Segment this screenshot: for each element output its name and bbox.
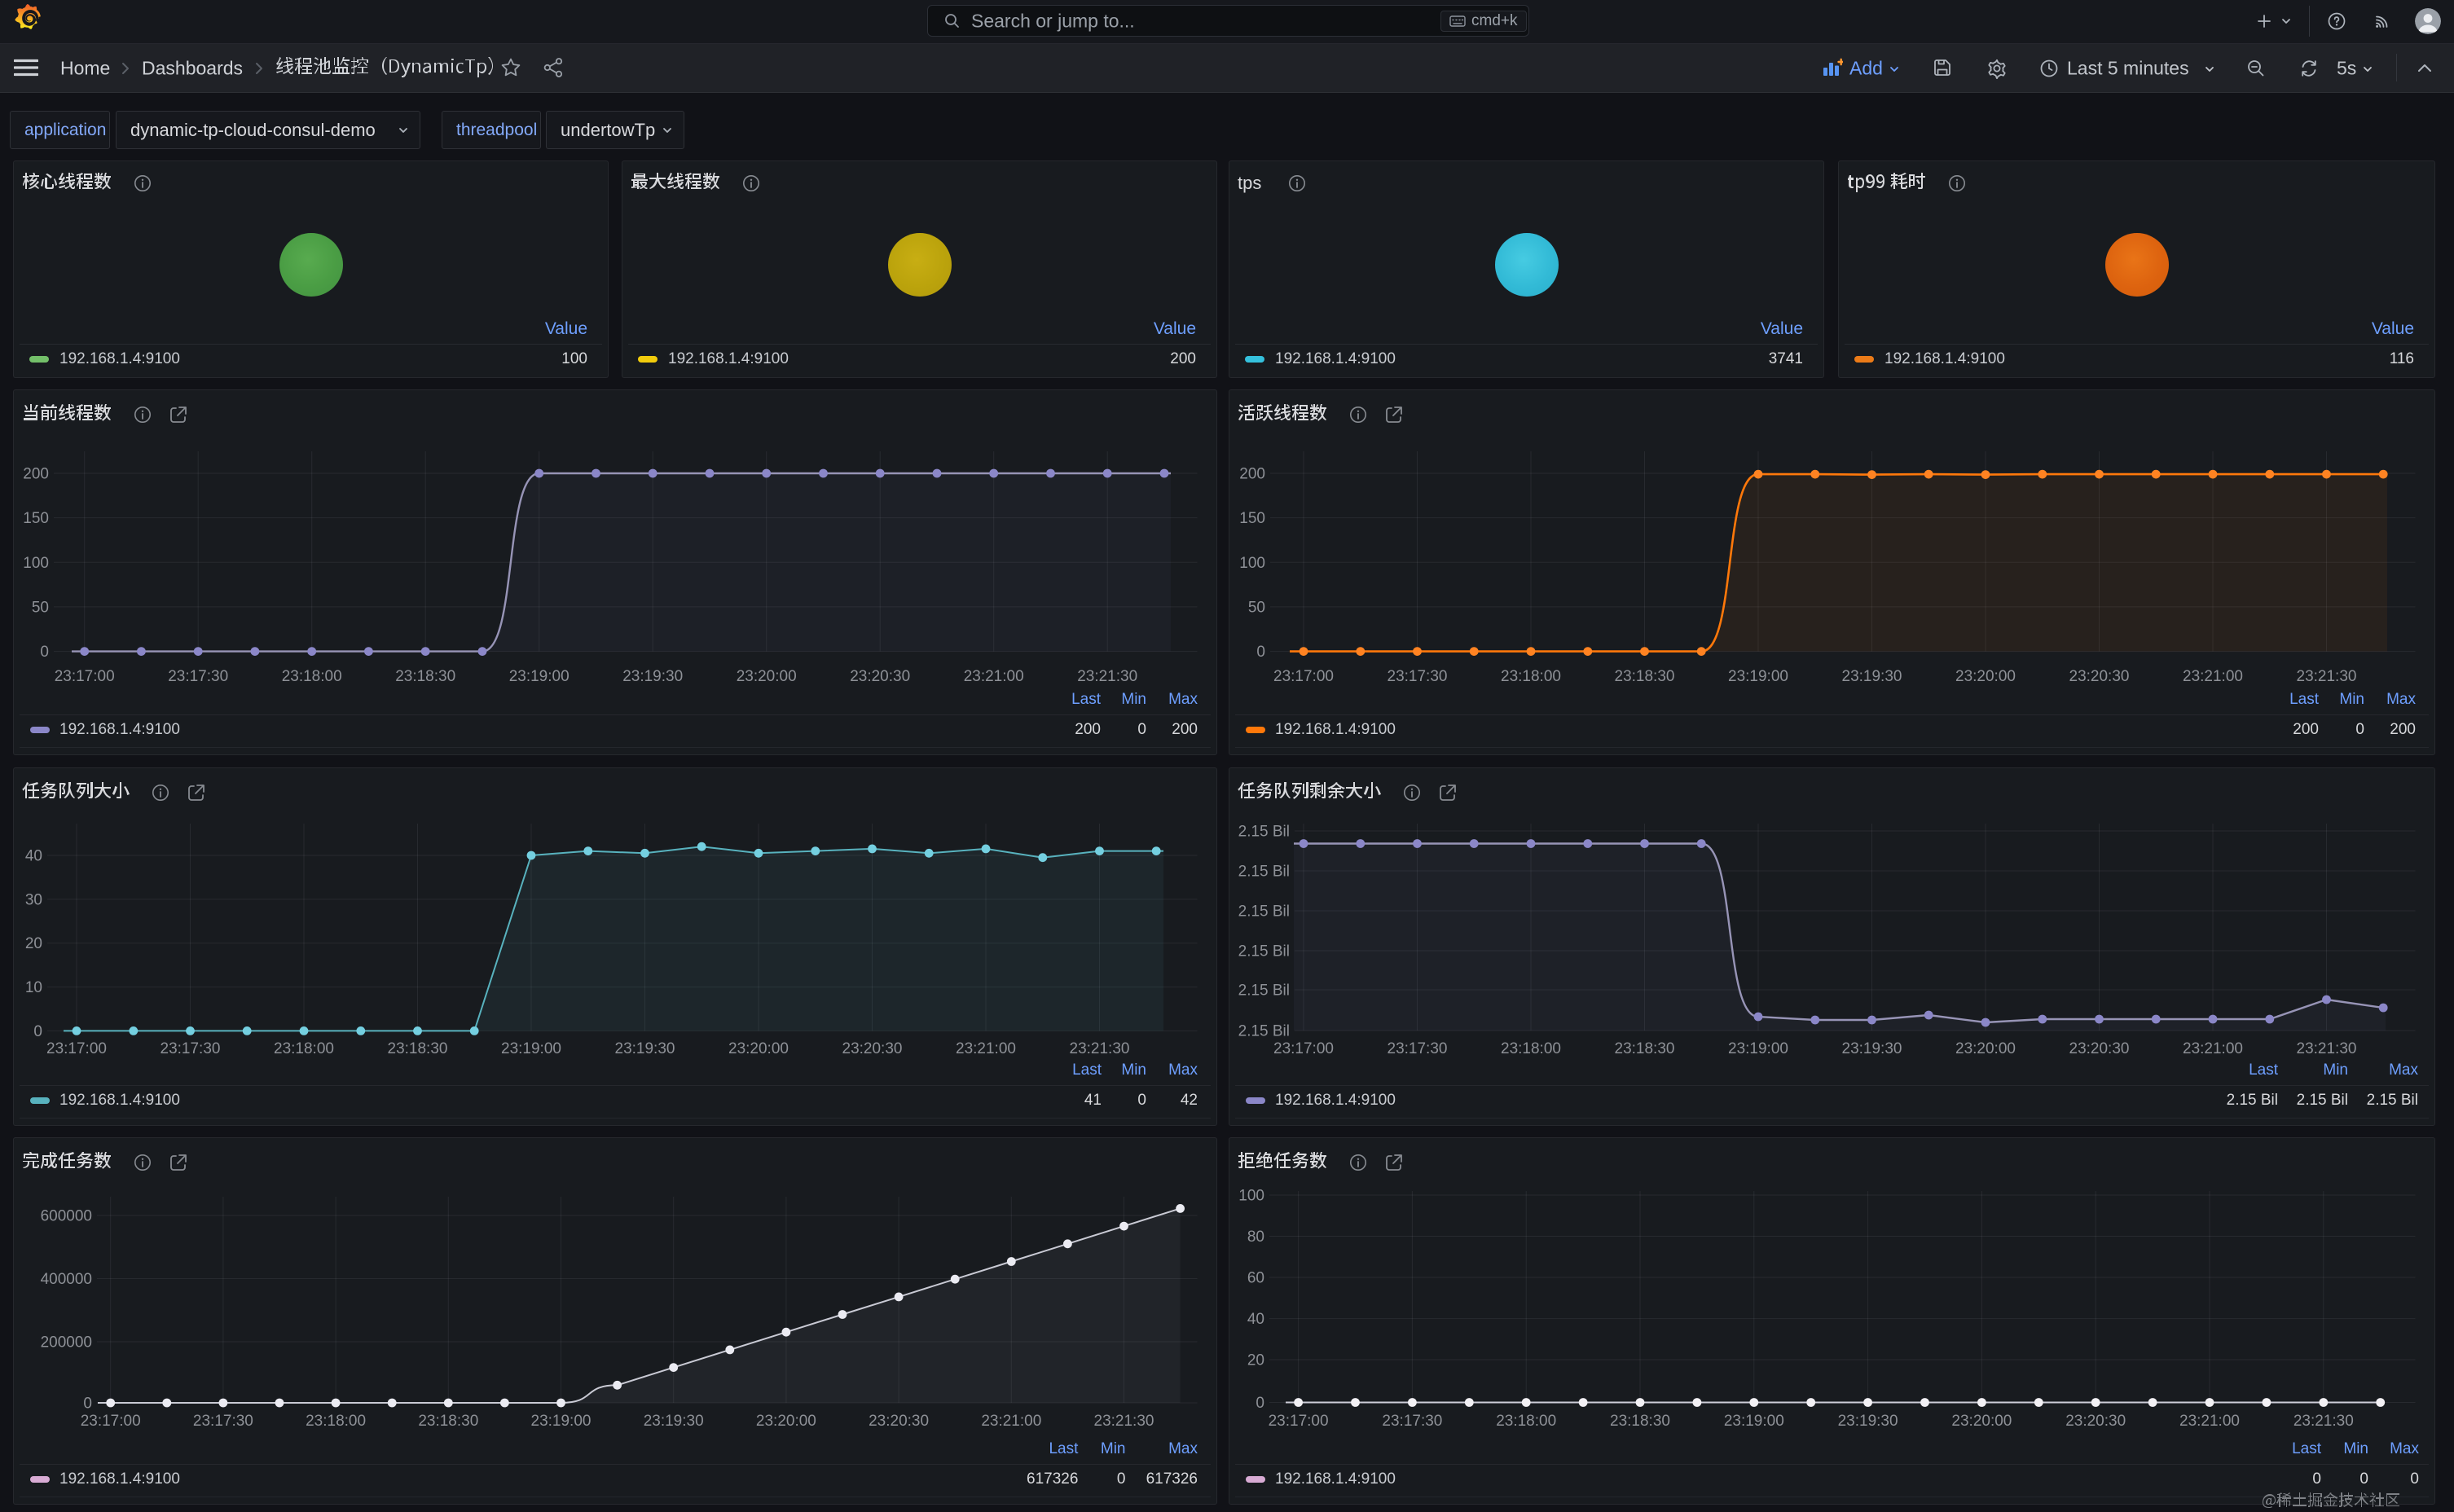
svg-text:60: 60 [1247, 1270, 1264, 1287]
svg-text:23:17:30: 23:17:30 [193, 1413, 253, 1430]
svg-text:23:20:30: 23:20:30 [2069, 1040, 2130, 1057]
svg-text:23:18:00: 23:18:00 [1496, 1413, 1556, 1430]
svg-text:23:18:00: 23:18:00 [306, 1413, 366, 1430]
svg-text:0: 0 [1256, 644, 1265, 661]
svg-text:23:19:00: 23:19:00 [1724, 1413, 1784, 1430]
svg-text:23:18:30: 23:18:30 [1615, 668, 1675, 685]
svg-text:23:18:00: 23:18:00 [282, 668, 342, 685]
svg-text:23:17:00: 23:17:00 [81, 1413, 141, 1430]
svg-text:23:19:30: 23:19:30 [622, 668, 683, 685]
svg-text:2.15 Bil: 2.15 Bil [1238, 943, 1290, 960]
svg-text:23:20:30: 23:20:30 [869, 1413, 929, 1430]
svg-text:23:21:30: 23:21:30 [2297, 1040, 2357, 1057]
svg-text:23:19:00: 23:19:00 [1728, 668, 1788, 685]
svg-text:23:17:00: 23:17:00 [1273, 668, 1334, 685]
svg-text:0: 0 [1256, 1395, 1264, 1412]
svg-text:23:17:30: 23:17:30 [168, 668, 228, 685]
svg-text:23:18:30: 23:18:30 [388, 1040, 448, 1057]
svg-text:23:20:00: 23:20:00 [1955, 1040, 2016, 1057]
svg-text:23:17:30: 23:17:30 [1388, 668, 1448, 685]
svg-text:23:20:00: 23:20:00 [1951, 1413, 2012, 1430]
svg-text:200: 200 [1239, 466, 1265, 483]
svg-text:23:20:30: 23:20:30 [2065, 1413, 2126, 1430]
svg-text:23:18:30: 23:18:30 [418, 1413, 478, 1430]
svg-text:0: 0 [40, 644, 49, 661]
svg-text:23:18:00: 23:18:00 [274, 1040, 334, 1057]
svg-text:40: 40 [25, 848, 42, 865]
svg-text:150: 150 [1239, 510, 1265, 527]
svg-text:23:18:30: 23:18:30 [1615, 1040, 1675, 1057]
svg-text:23:18:00: 23:18:00 [1501, 668, 1561, 685]
svg-text:23:18:30: 23:18:30 [395, 668, 455, 685]
svg-text:10: 10 [25, 979, 42, 996]
svg-text:2.15 Bil: 2.15 Bil [1238, 1023, 1290, 1040]
svg-text:23:21:30: 23:21:30 [1077, 668, 1137, 685]
svg-text:23:21:30: 23:21:30 [2297, 668, 2357, 685]
svg-text:23:21:00: 23:21:00 [956, 1040, 1016, 1057]
svg-text:23:19:30: 23:19:30 [644, 1413, 704, 1430]
svg-text:2.15 Bil: 2.15 Bil [1238, 824, 1290, 841]
svg-text:23:17:00: 23:17:00 [46, 1040, 107, 1057]
svg-text:23:17:30: 23:17:30 [1382, 1413, 1442, 1430]
svg-text:200000: 200000 [41, 1334, 92, 1352]
svg-text:23:21:00: 23:21:00 [2183, 1040, 2243, 1057]
svg-text:150: 150 [23, 510, 49, 527]
svg-text:100: 100 [1239, 555, 1265, 572]
svg-text:23:21:30: 23:21:30 [1094, 1413, 1154, 1430]
svg-text:100: 100 [23, 555, 49, 572]
svg-text:23:20:00: 23:20:00 [737, 668, 797, 685]
svg-text:2.15 Bil: 2.15 Bil [1238, 864, 1290, 881]
svg-text:23:20:30: 23:20:30 [850, 668, 910, 685]
svg-text:23:21:30: 23:21:30 [1070, 1040, 1130, 1057]
svg-text:23:17:00: 23:17:00 [55, 668, 115, 685]
svg-text:23:20:00: 23:20:00 [1955, 668, 2016, 685]
svg-text:2.15 Bil: 2.15 Bil [1238, 982, 1290, 1000]
svg-text:23:19:30: 23:19:30 [615, 1040, 675, 1057]
svg-text:200: 200 [23, 466, 49, 483]
svg-text:23:19:30: 23:19:30 [1842, 668, 1902, 685]
svg-text:23:17:30: 23:17:30 [1388, 1040, 1448, 1057]
svg-text:23:20:00: 23:20:00 [756, 1413, 816, 1430]
svg-text:30: 30 [25, 891, 42, 908]
svg-text:2.15 Bil: 2.15 Bil [1238, 903, 1290, 921]
svg-text:600000: 600000 [41, 1208, 92, 1225]
svg-text:80: 80 [1247, 1228, 1264, 1246]
svg-text:40: 40 [1247, 1311, 1264, 1328]
svg-text:23:19:30: 23:19:30 [1842, 1040, 1902, 1057]
svg-text:23:19:00: 23:19:00 [1728, 1040, 1788, 1057]
svg-text:23:17:00: 23:17:00 [1269, 1413, 1329, 1430]
svg-text:20: 20 [25, 935, 42, 952]
svg-text:23:19:00: 23:19:00 [531, 1413, 592, 1430]
svg-text:23:19:00: 23:19:00 [509, 668, 570, 685]
svg-text:23:21:00: 23:21:00 [981, 1413, 1041, 1430]
svg-text:23:17:30: 23:17:30 [161, 1040, 221, 1057]
svg-text:50: 50 [1248, 599, 1265, 616]
svg-text:23:21:00: 23:21:00 [2183, 668, 2243, 685]
svg-text:23:20:30: 23:20:30 [2069, 668, 2130, 685]
svg-text:0: 0 [83, 1396, 92, 1413]
svg-text:23:20:30: 23:20:30 [842, 1040, 903, 1057]
svg-text:23:20:00: 23:20:00 [728, 1040, 789, 1057]
svg-text:20: 20 [1247, 1352, 1264, 1369]
svg-text:23:17:00: 23:17:00 [1273, 1040, 1334, 1057]
svg-text:23:21:00: 23:21:00 [964, 668, 1024, 685]
svg-text:23:18:30: 23:18:30 [1610, 1413, 1670, 1430]
svg-text:100: 100 [1238, 1188, 1264, 1205]
svg-text:23:18:00: 23:18:00 [1501, 1040, 1561, 1057]
svg-text:23:19:00: 23:19:00 [501, 1040, 561, 1057]
svg-text:0: 0 [33, 1023, 42, 1040]
svg-text:50: 50 [32, 599, 49, 616]
svg-text:23:21:00: 23:21:00 [2179, 1413, 2240, 1430]
svg-text:400000: 400000 [41, 1271, 92, 1288]
svg-text:23:21:30: 23:21:30 [2293, 1413, 2354, 1430]
svg-text:23:19:30: 23:19:30 [1838, 1413, 1898, 1430]
